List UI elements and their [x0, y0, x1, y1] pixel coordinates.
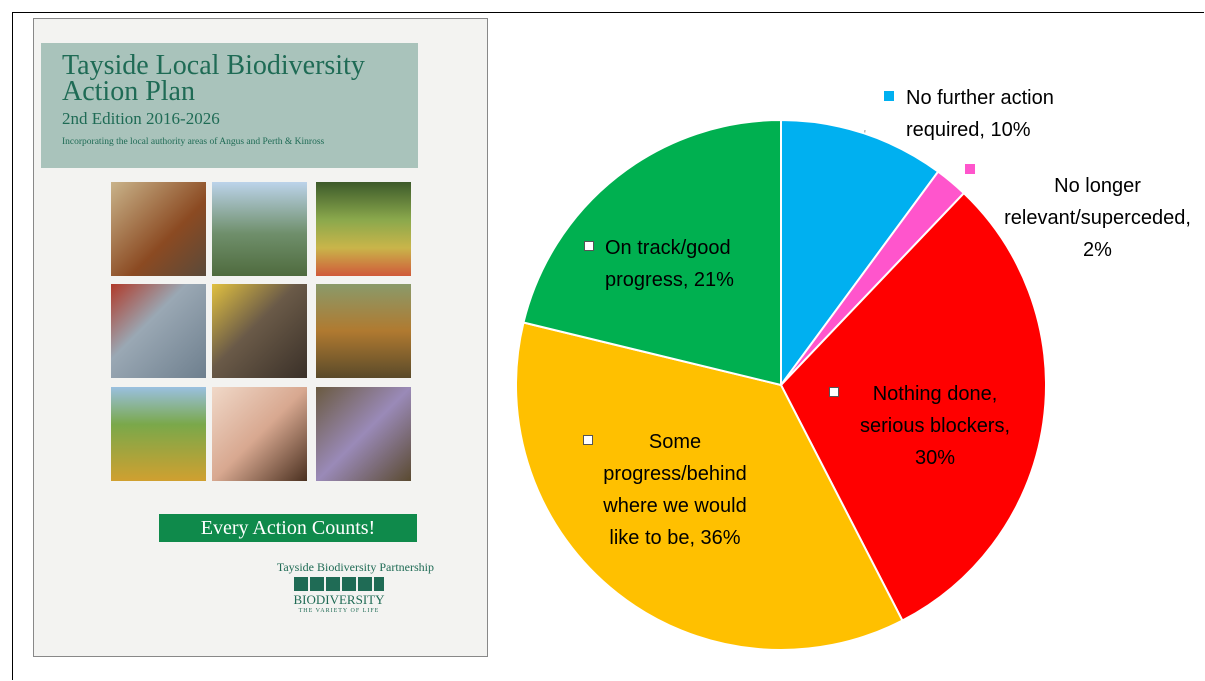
data-label: Some progress/behind where we would like… — [603, 431, 747, 549]
pie-slice — [780, 118, 940, 389]
data-label: On track/good progress, 21% — [605, 237, 734, 291]
cover-tagline: THE VARIETY OF LIFE — [298, 608, 380, 614]
photo — [212, 182, 307, 276]
pie-slice — [779, 191, 1047, 622]
report-cover: Tayside Local Biodiversity Action Plan 2… — [33, 18, 488, 657]
photo — [316, 387, 411, 481]
label-key — [584, 241, 594, 251]
cover-subtitle: Incorporating the local authority areas … — [62, 137, 325, 147]
data-label: No further action required, 10% — [906, 87, 1054, 141]
pie-slice — [515, 321, 904, 651]
data-label: No longer relevant/superceded, 2% — [1004, 175, 1191, 261]
cover-logo: BIODIVERSITY — [293, 592, 385, 607]
photo — [212, 284, 307, 378]
logo-icons — [294, 577, 384, 591]
photo — [316, 284, 411, 378]
cover-header: Tayside Local Biodiversity Action Plan 2… — [41, 43, 418, 168]
photo — [111, 387, 206, 481]
cover-edition: 2nd Edition 2016-2026 — [62, 109, 220, 128]
label-key — [583, 435, 593, 445]
label-key — [965, 164, 975, 174]
label-key — [884, 91, 894, 101]
photo — [316, 182, 411, 276]
photo — [111, 284, 206, 378]
photo — [212, 387, 307, 481]
pie-slice — [522, 118, 782, 387]
cover-title: Tayside Local Biodiversity Action Plan — [62, 50, 365, 107]
photo — [111, 182, 206, 276]
label-key — [829, 387, 839, 397]
cover-partnership: Tayside Biodiversity Partnership — [276, 560, 434, 574]
data-label: Nothing done, serious blockers, 30% — [859, 383, 1011, 469]
cover-banner: Every Action Counts! — [159, 514, 417, 542]
frame — [12, 12, 1204, 680]
